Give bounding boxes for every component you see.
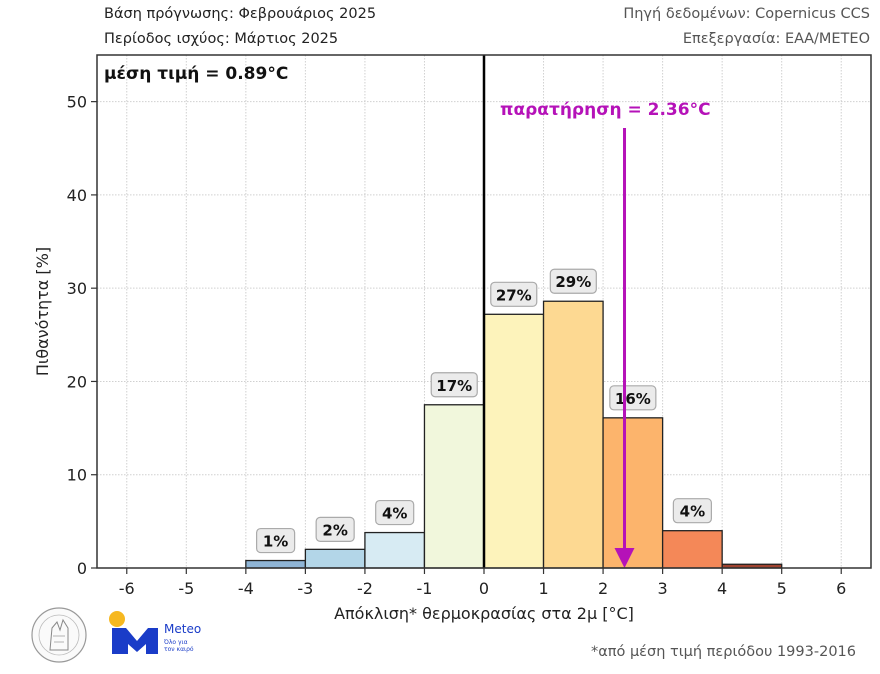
svg-text:-3: -3 bbox=[297, 579, 313, 598]
bar bbox=[602, 417, 664, 569]
histogram-chart: 1% 2% 4% 17% 27% 29% 16% 4% -6 -5 -4 -3 -2 -1 0 1 2 3 4 5 6… bbox=[33, 54, 872, 623]
academy-seal-icon bbox=[31, 607, 87, 663]
processing-label: Επεξεργασία: ΕΑΑ/METEO bbox=[682, 31, 870, 47]
svg-text:0: 0 bbox=[77, 559, 87, 578]
observation-arrow bbox=[614, 128, 635, 568]
svg-text:4: 4 bbox=[717, 579, 727, 598]
svg-text:50: 50 bbox=[67, 93, 87, 112]
svg-text:3: 3 bbox=[658, 579, 668, 598]
bar-value-label: 16% bbox=[615, 390, 651, 408]
meteo-tagline-1: Όλο για bbox=[163, 639, 188, 646]
footnote: *από μέση τιμή περιόδου 1993-2016 bbox=[590, 644, 856, 660]
bar-value-label: 2% bbox=[322, 521, 347, 539]
bar-value-label: 4% bbox=[680, 503, 705, 521]
bar bbox=[423, 404, 485, 569]
y-axis-label: Πιθανότητα [%] bbox=[33, 247, 52, 376]
svg-text:5: 5 bbox=[777, 579, 787, 598]
bar-value-label: 4% bbox=[382, 505, 407, 523]
svg-text:-6: -6 bbox=[119, 579, 135, 598]
meteo-brand: Meteo bbox=[164, 622, 201, 636]
observation-label: παρατήρηση = 2.36°C bbox=[500, 100, 711, 120]
validity-period-label: Περίοδος ισχύος: Μάρτιος 2025 bbox=[104, 31, 339, 47]
bar-labels: 1% 2% 4% 17% 27% 29% 16% 4% bbox=[256, 268, 712, 554]
svg-text:1: 1 bbox=[538, 579, 548, 598]
svg-text:-4: -4 bbox=[238, 579, 254, 598]
meteo-tagline-2: τον καιρό bbox=[164, 646, 194, 653]
mean-value-label: μέση τιμή = 0.89°C bbox=[104, 64, 288, 84]
bar-value-label: 27% bbox=[496, 286, 532, 304]
svg-text:40: 40 bbox=[67, 186, 87, 205]
svg-text:6: 6 bbox=[836, 579, 846, 598]
forecast-base-label: Βάση πρόγνωσης: Φεβρουάριος 2025 bbox=[104, 6, 377, 22]
bar bbox=[483, 313, 545, 569]
bar bbox=[245, 559, 307, 569]
svg-text:0: 0 bbox=[479, 579, 489, 598]
bar-value-label: 29% bbox=[555, 273, 591, 291]
bar-value-label: 1% bbox=[263, 533, 288, 551]
data-source-label: Πηγή δεδομένων: Copernicus CCS bbox=[623, 6, 870, 22]
svg-text:20: 20 bbox=[67, 372, 87, 391]
x-axis-label: Απόκλιση* θερμοκρασίας στα 2μ [°C] bbox=[334, 604, 634, 623]
svg-text:-1: -1 bbox=[416, 579, 432, 598]
logo-graphics: Meteo Όλο για τον καιρό bbox=[31, 607, 201, 663]
bar bbox=[542, 300, 604, 569]
bar bbox=[364, 531, 426, 569]
svg-text:-2: -2 bbox=[357, 579, 373, 598]
axes-ticks: -6 -5 -4 -3 -2 -1 0 1 2 3 4 5 6 0 10 20 30 40 50 bbox=[67, 93, 847, 598]
svg-text:-5: -5 bbox=[178, 579, 194, 598]
logos: Meteo Όλο για τον καιρό bbox=[30, 606, 230, 668]
svg-text:2: 2 bbox=[598, 579, 608, 598]
svg-text:30: 30 bbox=[67, 279, 87, 298]
meteo-logo-icon bbox=[109, 611, 158, 654]
bar bbox=[661, 530, 723, 569]
svg-text:10: 10 bbox=[67, 466, 87, 485]
bar-value-label: 17% bbox=[436, 377, 472, 395]
bar bbox=[304, 548, 366, 569]
